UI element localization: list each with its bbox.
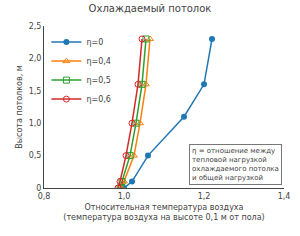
svg-text:1,0: 1,0 xyxy=(118,192,131,201)
svg-text:0,8: 0,8 xyxy=(38,192,51,201)
svg-text:2,5: 2,5 xyxy=(29,22,42,31)
svg-text:0: 0 xyxy=(36,184,41,193)
svg-text:1,4: 1,4 xyxy=(278,192,291,201)
svg-text:Высота потолков, м: Высота потолков, м xyxy=(15,65,24,149)
svg-text:1,5: 1,5 xyxy=(29,87,42,96)
svg-text:Охлаждаемый потолок: Охлаждаемый потолок xyxy=(89,3,212,14)
svg-text:2,0: 2,0 xyxy=(29,54,42,63)
svg-text:1,0: 1,0 xyxy=(29,119,42,128)
svg-text:η=0,5: η=0,5 xyxy=(86,76,111,85)
svg-text:η=0,6: η=0,6 xyxy=(86,95,111,104)
svg-text:η=0,4: η=0,4 xyxy=(86,57,111,66)
svg-text:η=0: η=0 xyxy=(86,38,103,47)
svg-text:η = отношение междутепловой на: η = отношение междутепловой нагрузкойохл… xyxy=(192,147,279,182)
svg-text:0,5: 0,5 xyxy=(29,151,42,160)
svg-text:1,2: 1,2 xyxy=(198,192,211,201)
svg-text:Относительная температура возд: Относительная температура воздуха(темпер… xyxy=(63,203,264,222)
